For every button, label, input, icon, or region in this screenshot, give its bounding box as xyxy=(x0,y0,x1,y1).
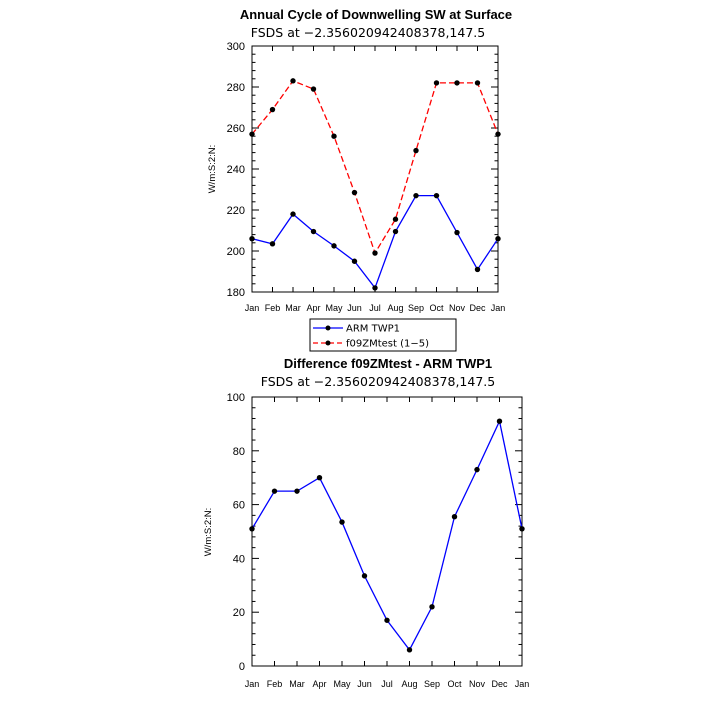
y-tick-label: 280 xyxy=(227,82,245,94)
y-tick-label: 20 xyxy=(233,607,245,619)
x-tick-label: Mar xyxy=(289,679,305,689)
legend-marker xyxy=(325,340,331,346)
y-tick-label: 0 xyxy=(239,661,245,673)
x-tick-label: Dec xyxy=(469,303,486,313)
x-tick-label: Apr xyxy=(312,679,326,689)
legend-label: ARM TWP1 xyxy=(346,324,400,335)
x-tick-label: Jan xyxy=(515,679,530,689)
data-point xyxy=(269,106,276,113)
chart-subtitle: FSDS at −2.356020942408378,147.5 xyxy=(251,25,485,40)
data-point xyxy=(249,526,255,532)
x-tick-label: Apr xyxy=(306,303,320,313)
data-point xyxy=(496,418,503,424)
y-tick-label: 220 xyxy=(227,205,245,217)
x-tick-label: Aug xyxy=(387,303,403,313)
x-tick-label: Nov xyxy=(449,303,466,313)
y-axis-title: W/m:S:2:N: xyxy=(207,145,218,194)
data-point xyxy=(372,285,378,291)
x-tick-label: Oct xyxy=(429,303,444,313)
data-point xyxy=(433,192,440,199)
data-point xyxy=(249,131,255,137)
data-point xyxy=(413,192,419,199)
y-tick-label: 80 xyxy=(233,446,245,458)
data-point xyxy=(351,189,358,196)
x-tick-label: Aug xyxy=(401,679,417,689)
x-tick-label: Sep xyxy=(408,303,424,313)
chart-title: Annual Cycle of Downwelling SW at Surfac… xyxy=(240,7,512,22)
data-point xyxy=(316,475,323,481)
x-tick-label: Jun xyxy=(357,679,372,689)
data-point xyxy=(269,241,276,247)
data-point xyxy=(384,617,390,623)
legend-label: f09ZMtest (1−5) xyxy=(346,339,429,350)
series-line-1 xyxy=(251,194,499,290)
data-point xyxy=(290,211,296,217)
data-point xyxy=(454,80,460,86)
data-point xyxy=(271,488,278,494)
difference-chart: Difference f09ZMtest - ARM TWP1 FSDS at … xyxy=(203,356,529,689)
data-point xyxy=(392,228,399,235)
legend-box xyxy=(309,318,457,352)
chart-subtitle: FSDS at −2.356020942408378,147.5 xyxy=(261,374,495,389)
x-tick-label: Feb xyxy=(267,679,283,689)
data-point xyxy=(474,80,481,86)
series-line-1 xyxy=(251,419,523,652)
data-point xyxy=(429,604,435,610)
chart-title: Difference f09ZMtest - ARM TWP1 xyxy=(284,356,492,371)
data-point xyxy=(351,258,358,264)
y-tick-label: 180 xyxy=(227,287,245,299)
legend: ARM TWP1 f09ZMtest (1−5) xyxy=(309,318,457,352)
data-point xyxy=(495,131,501,137)
x-tick-label: Jul xyxy=(381,679,393,689)
data-point xyxy=(372,250,378,256)
y-tick-label: 40 xyxy=(233,553,245,565)
data-point xyxy=(331,133,337,139)
data-point xyxy=(454,229,460,236)
x-tick-label: Dec xyxy=(491,679,508,689)
x-tick-label: Feb xyxy=(265,303,281,313)
x-tick-label: Jan xyxy=(245,303,260,313)
y-tick-label: 100 xyxy=(227,392,245,404)
y-tick-label: 300 xyxy=(227,41,245,53)
legend-marker xyxy=(325,325,331,331)
x-tick-label: Jan xyxy=(245,679,260,689)
data-point xyxy=(474,466,480,473)
data-point xyxy=(495,236,501,242)
x-tick-label: Mar xyxy=(285,303,301,313)
y-tick-label: 200 xyxy=(227,246,245,258)
data-point xyxy=(406,647,413,653)
x-tick-label: Nov xyxy=(469,679,486,689)
data-point xyxy=(310,228,317,235)
y-axis-title: W/m:S:2:N: xyxy=(203,508,214,557)
x-tick-label: Jan xyxy=(491,303,506,313)
x-tick-label: Jun xyxy=(347,303,362,313)
data-point xyxy=(392,216,399,222)
data-point xyxy=(433,80,440,86)
y-tick-label: 60 xyxy=(233,500,245,512)
data-point xyxy=(294,488,300,494)
data-point xyxy=(339,519,345,525)
data-point xyxy=(451,514,458,520)
data-point xyxy=(519,526,525,532)
data-point xyxy=(474,266,481,273)
data-point xyxy=(361,573,368,579)
x-tick-label: Jul xyxy=(369,303,381,313)
data-point xyxy=(310,86,317,92)
annual-cycle-chart: Annual Cycle of Downwelling SW at Surfac… xyxy=(207,7,512,352)
data-point xyxy=(413,147,419,154)
plot-frame xyxy=(251,396,523,667)
y-tick-label: 260 xyxy=(227,123,245,135)
x-tick-label: Sep xyxy=(424,679,440,689)
x-tick-label: May xyxy=(333,679,351,689)
x-tick-label: Oct xyxy=(447,679,462,689)
data-point xyxy=(249,236,255,242)
series-line-2 xyxy=(251,80,499,255)
x-tick-label: May xyxy=(325,303,343,313)
data-point xyxy=(331,243,337,249)
data-point xyxy=(290,78,296,84)
y-tick-label: 240 xyxy=(227,164,245,176)
